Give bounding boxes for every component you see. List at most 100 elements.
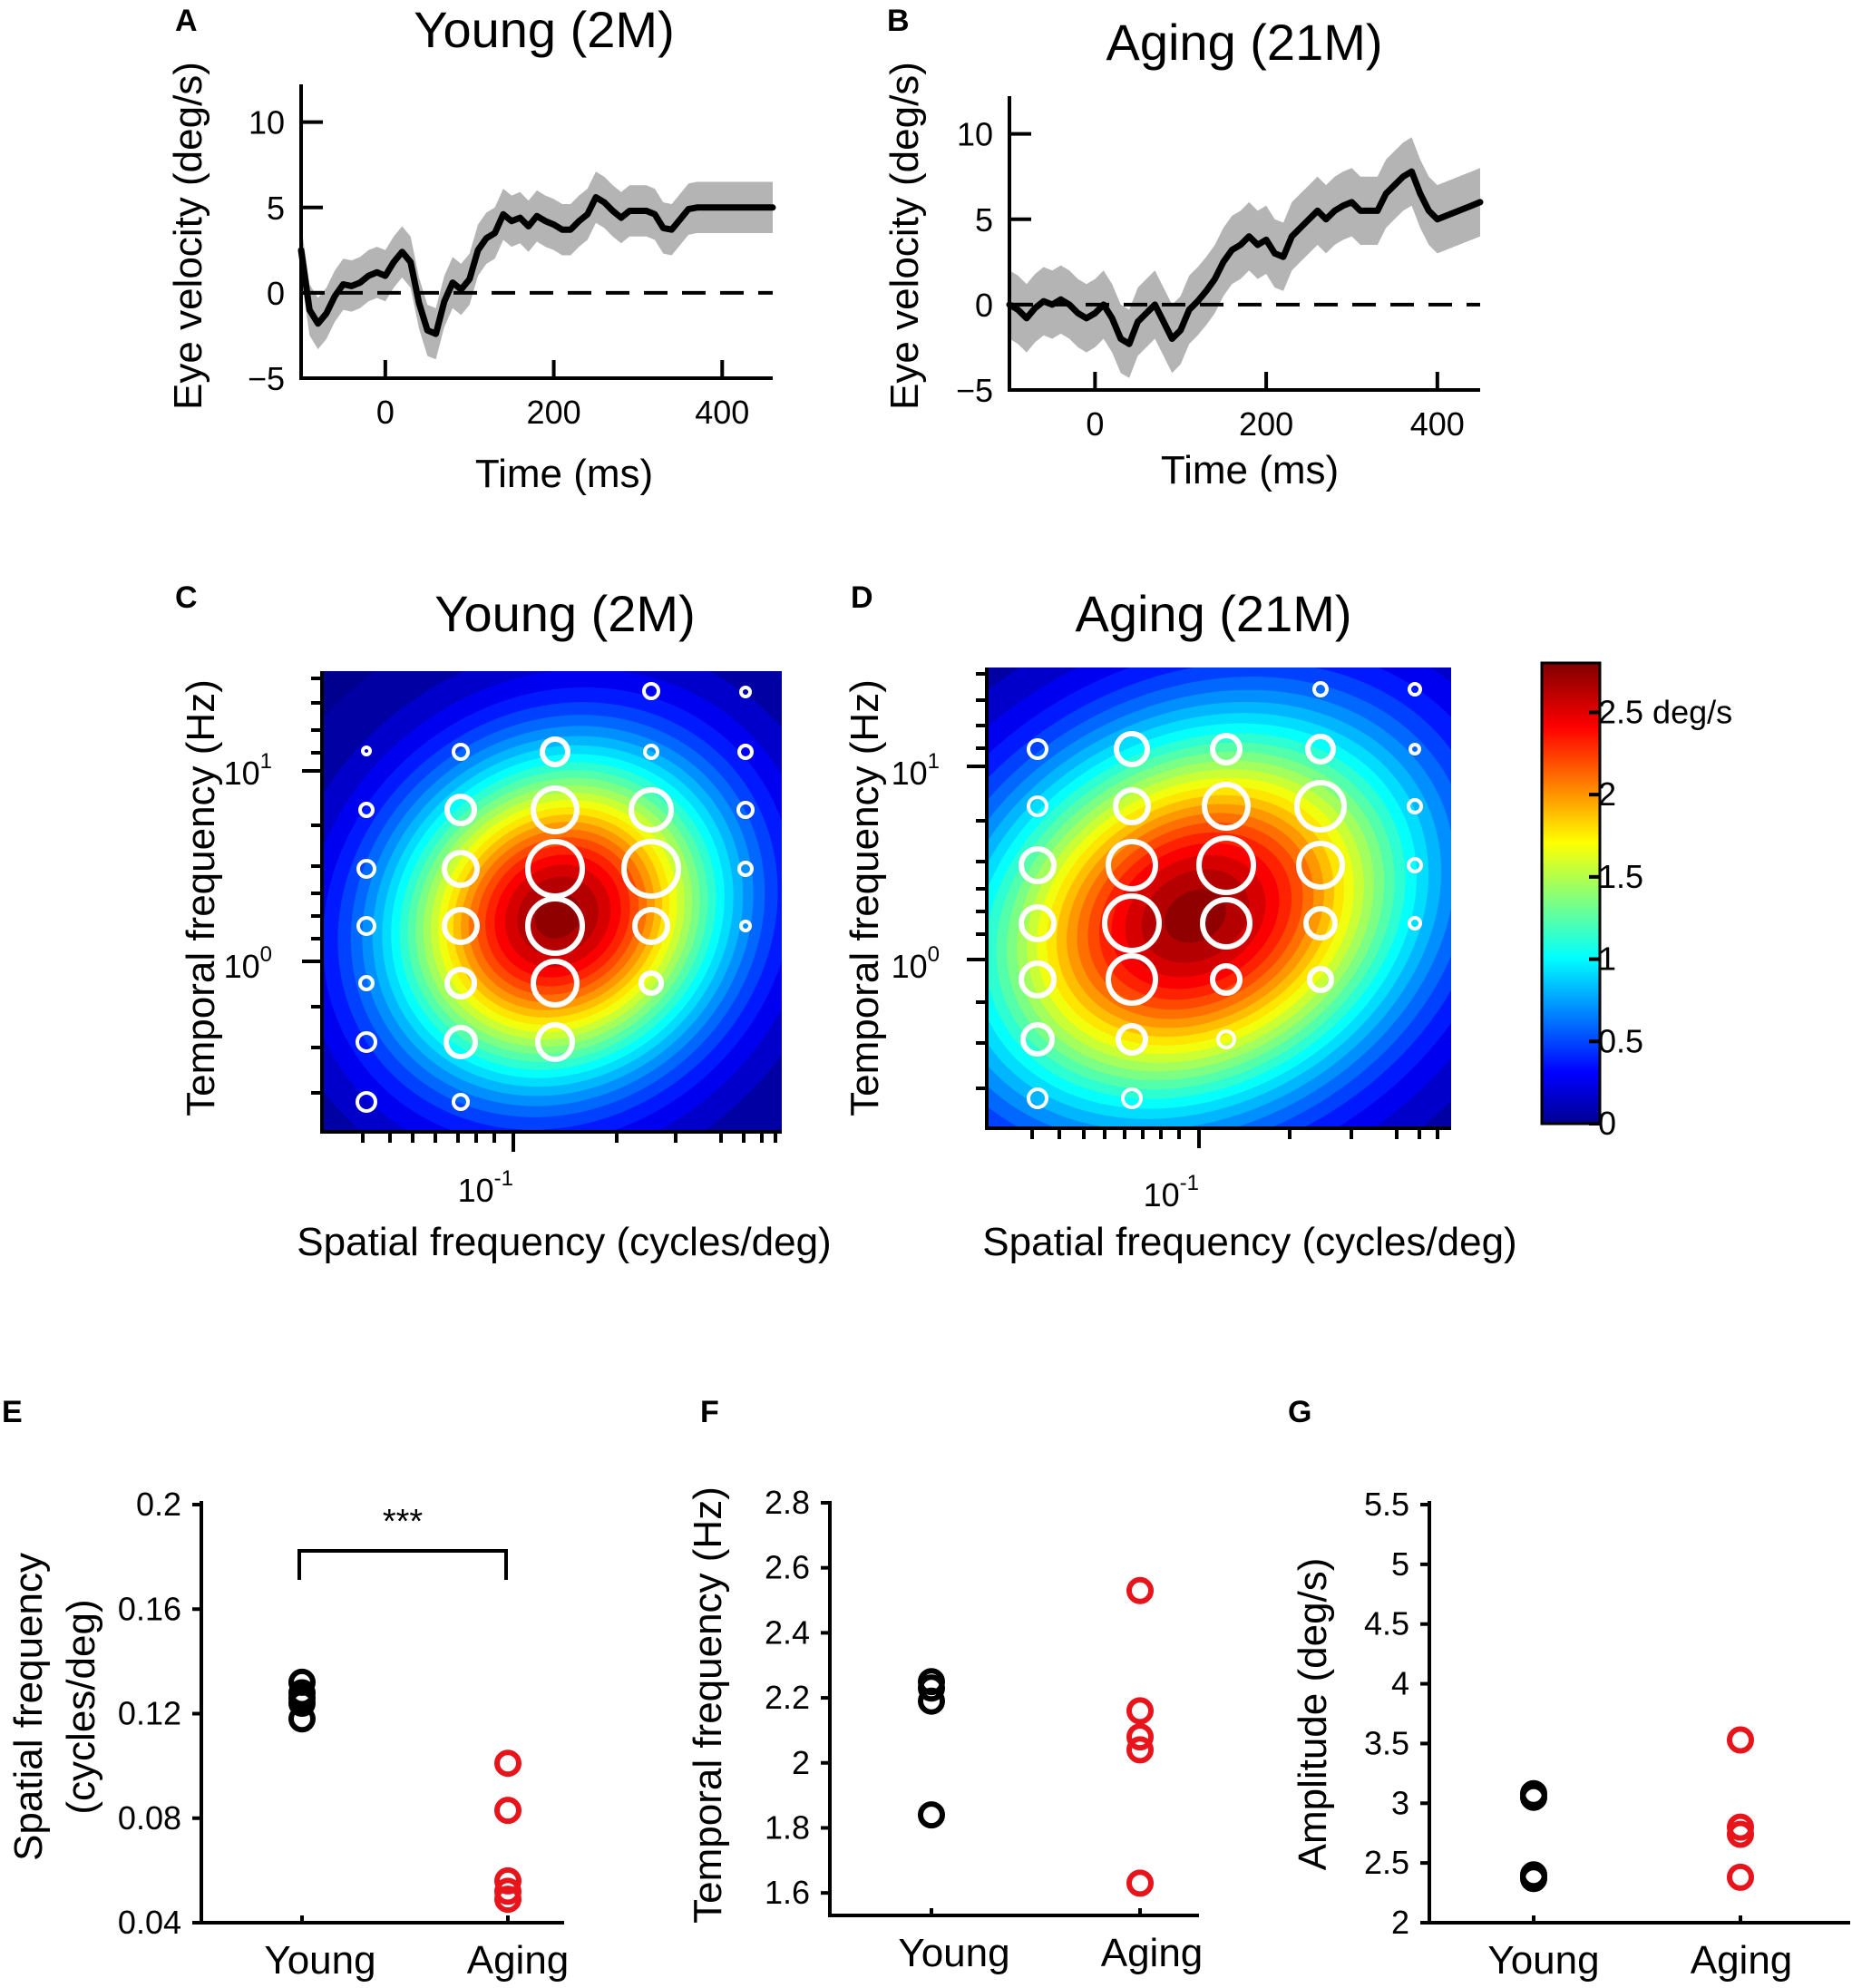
panel-c-ytick-10e0: 100 (224, 942, 272, 985)
panel-d-response-marker (1121, 1087, 1143, 1109)
panel-f-point-aging (1126, 1736, 1154, 1764)
panel-g-point-aging (1727, 1863, 1754, 1891)
panel-c-response-marker (629, 787, 674, 833)
panel-d-response-marker (1312, 681, 1329, 697)
panel-a-xtick-0: 0 (376, 394, 395, 431)
panel-d-response-marker (1408, 743, 1421, 755)
panel-d-ytick-10e0-base: 10 (892, 948, 928, 985)
panel-a-ylabel: Eye velocity (deg/s) (166, 62, 210, 410)
panel-f-point-aging (1126, 1723, 1154, 1751)
colorbar-label-1: 1 (1598, 940, 1616, 978)
panel-c-response-marker (356, 1031, 377, 1053)
panel-f-point-young (918, 1668, 945, 1696)
panel-c: C Young (2M) 10-1 101 100 Spatial freque… (175, 580, 832, 1264)
panel-g-ylabel: Amplitude (deg/s) (1291, 1558, 1335, 1871)
panel-b-ticks (1009, 132, 1439, 392)
panel-e-point-young (288, 1668, 316, 1696)
panel-c-response-marker (737, 744, 754, 760)
panel-e-point-aging (494, 1749, 521, 1778)
panel-f-point-young (918, 1801, 945, 1829)
panel-b-ytick-minus5: −5 (956, 372, 993, 409)
panel-d-xlabel: Spatial frequency (cycles/deg) (982, 1220, 1516, 1264)
panel-d-response-marker (1296, 841, 1345, 890)
panel-d-response-marker (1113, 787, 1151, 825)
panel-b-xtick-0: 0 (1086, 405, 1104, 443)
panel-c-response-marker (356, 916, 376, 936)
panel-d-ytick-10e1: 101 (892, 749, 940, 792)
panel-d-response-marker (1305, 734, 1336, 765)
panel-b-xlabel: Time (ms) (1161, 448, 1339, 492)
panel-a-sem-band (301, 171, 773, 360)
panel-g-point-young (1520, 1861, 1547, 1889)
panel-b-xtick-400: 400 (1410, 405, 1465, 443)
panel-e-points (288, 1668, 521, 1914)
panel-c-response-marker (638, 970, 664, 996)
panel-f-ticks (821, 1501, 1142, 1915)
panel-d-response-marker (1210, 733, 1243, 765)
panel-c-ytick-10e0-base: 10 (224, 948, 260, 985)
panel-d-response-marker (1196, 835, 1256, 895)
panel-c-response-marker (452, 1093, 470, 1111)
colorbar-gradient (1540, 661, 1602, 1126)
panel-e-ticks (192, 1503, 510, 1925)
panel-f-ytick-labels: 1.6 1.8 2 2.2 2.4 2.6 2.8 (765, 1484, 810, 1911)
panel-f-ytick-label: 2.4 (765, 1613, 810, 1651)
colorbar-label-2-5: 2.5 deg/s (1598, 693, 1732, 730)
panel-d-xtick: 10-1 (1144, 1171, 1199, 1213)
panel-d-response-marker (1027, 738, 1048, 760)
panel-letter-b: B (887, 4, 910, 38)
panel-a-ytick-5: 5 (267, 190, 285, 227)
colorbar: 0 0.5 1 1.5 2 2.5 deg/s (1540, 661, 1732, 1142)
panel-a: A Young (2M) 0 200 400 −5 0 5 10 Time (m… (166, 1, 776, 496)
panel-c-response-marker (525, 896, 585, 956)
panel-e-point-aging (494, 1797, 521, 1825)
colorbar-label-0-5: 0.5 (1598, 1022, 1643, 1059)
panel-d-response-marker (1027, 795, 1048, 817)
panel-c-response-marker (642, 682, 660, 700)
panel-letter-a: A (175, 4, 198, 38)
panel-c-title: Young (2M) (434, 585, 695, 642)
panel-d-response-marker (1407, 798, 1423, 814)
panel-c-response-marker (358, 802, 375, 818)
panel-d-xtick-base: 10 (1144, 1176, 1180, 1213)
panel-c-ytick-10e1-base: 10 (224, 755, 260, 792)
panel-d-response-marker (1020, 1022, 1055, 1057)
panel-d-ticks (967, 672, 1439, 1148)
panel-d: D Aging (21M) 10-1 101 100 Spatial frequ… (843, 580, 1517, 1264)
panel-c-ytick-10e1-exp: 1 (260, 749, 272, 774)
panel-f-ytick-label: 2.2 (765, 1679, 810, 1716)
panel-c-ticks (302, 677, 777, 1152)
panel-c-response-marker (535, 1022, 575, 1062)
panel-d-ytick-10e1-exp: 1 (928, 749, 940, 774)
panel-c-response-marker (444, 1025, 478, 1059)
colorbar-label-1-5: 1.5 (1598, 858, 1643, 895)
panel-c-xtick-exp: -1 (494, 1166, 513, 1191)
panel-a-title: Young (2M) (414, 1, 674, 58)
panel-g: G 2 2.5 3 3.5 4 4.5 5 5.5 Young Aging Amplitude… (1288, 1395, 1850, 1983)
panel-c-response-marker (444, 794, 477, 826)
panel-d-response-marker (1210, 963, 1243, 996)
panel-a-ytick-10: 10 (249, 104, 285, 141)
panel-c-ytick-10e1: 101 (224, 749, 272, 792)
panel-d-response-marker (1027, 1087, 1048, 1109)
panel-c-ylabel: Temporal frequency (Hz) (179, 679, 223, 1116)
panel-b-band-layer (1009, 137, 1480, 378)
panel-c-response-marker (621, 839, 681, 899)
panel-e-point-young (288, 1679, 316, 1707)
panel-c-response-marker (632, 907, 670, 945)
panel-d-response-marker (1019, 904, 1057, 942)
panel-d-response-marker (1294, 780, 1347, 833)
panel-d-response-marker (1102, 893, 1162, 953)
panel-b-ytick-10: 10 (957, 116, 993, 153)
panel-c-response-marker (531, 785, 580, 834)
panel-c-response-marker (736, 801, 755, 819)
panel-c-xlabel: Spatial frequency (cycles/deg) (297, 1220, 831, 1264)
panel-d-ylabel: Temporal frequency (Hz) (843, 679, 887, 1116)
panel-e-category-aging: Aging (467, 1938, 570, 1983)
panel-e-ylabel-line2: (cycles/deg) (59, 1599, 103, 1814)
panel-letter-c: C (175, 580, 198, 615)
panel-f-ytick-label: 1.8 (765, 1809, 810, 1847)
panel-d-response-marker (1019, 846, 1057, 884)
panel-c-response-marker (444, 967, 477, 999)
